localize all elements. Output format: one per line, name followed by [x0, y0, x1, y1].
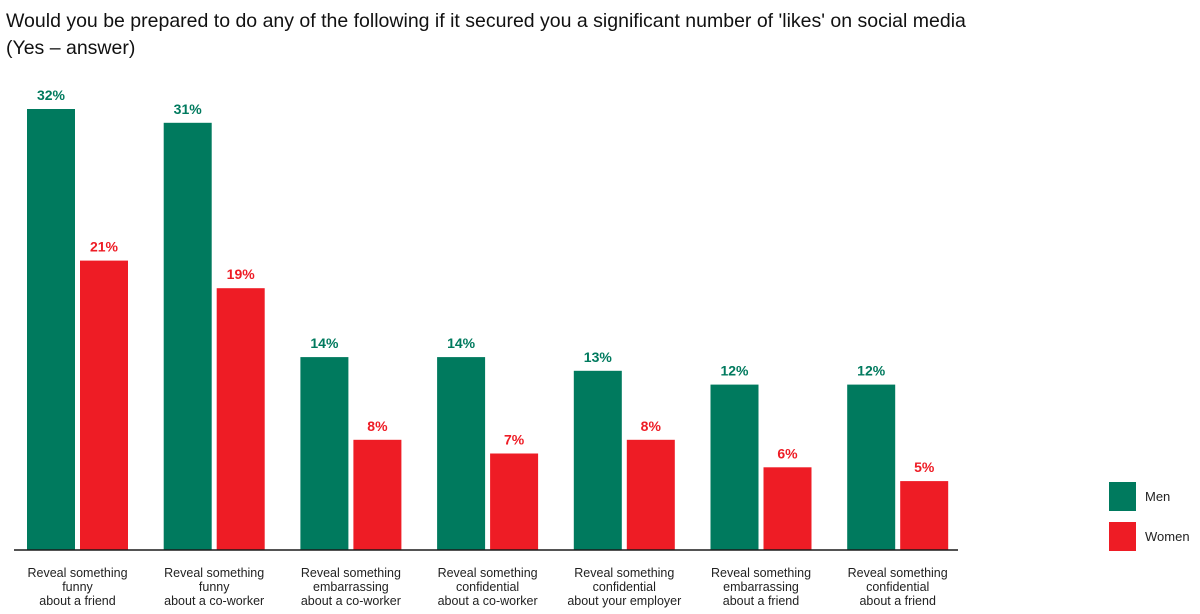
- category-label-4: Reveal something confidential about your e…: [567, 566, 681, 608]
- value-label-men-5: 12%: [720, 363, 749, 379]
- category-label-0: Reveal something funny about a friend: [27, 566, 127, 608]
- bar-men-3: [437, 357, 486, 550]
- bar-women-4: [626, 439, 675, 551]
- value-label-women-4: 8%: [641, 418, 662, 434]
- legend-label-men: Men: [1145, 489, 1170, 504]
- legend-swatch-men: [1109, 482, 1136, 511]
- value-label-men-1: 31%: [174, 101, 203, 117]
- value-label-men-0: 32%: [37, 87, 66, 103]
- value-label-men-4: 13%: [584, 349, 613, 365]
- bar-men-4: [573, 370, 622, 550]
- bar-men-2: [300, 357, 349, 550]
- bar-men-1: [163, 122, 212, 551]
- bar-women-3: [490, 453, 539, 550]
- category-label-6: Reveal something confidential about a frie…: [848, 566, 948, 608]
- value-label-women-5: 6%: [777, 445, 798, 461]
- value-label-women-2: 8%: [367, 418, 388, 434]
- category-labels-group: Reveal something funny about a friend Revea…: [27, 566, 947, 608]
- value-label-men-2: 14%: [310, 335, 339, 351]
- value-label-women-6: 5%: [914, 459, 935, 475]
- bar-men-0: [27, 109, 75, 550]
- value-label-women-3: 7%: [504, 432, 525, 448]
- value-labels-group: 32% 21% 31% 19% 14% 8% 14% 7% 13% 8% 12% 6% 12% 5%: [37, 87, 935, 475]
- legend-swatch-women: [1109, 522, 1136, 551]
- value-label-women-0: 21%: [90, 239, 119, 255]
- chart-title-text: Would you be prepared to do any of the f…: [6, 10, 966, 32]
- chart-title: Would you be prepared to do any of the f…: [6, 8, 1196, 62]
- bar-women-0: [80, 260, 128, 550]
- legend-label-women: Women: [1145, 529, 1190, 544]
- bar-men-6: [847, 384, 896, 550]
- category-label-1: Reveal something funny about a co-worker: [164, 566, 264, 608]
- category-label-5: Reveal something embarrassing about a frie…: [711, 566, 811, 608]
- category-label-2: Reveal something embarrassing about a co-w…: [301, 566, 401, 608]
- value-label-men-3: 14%: [447, 335, 476, 351]
- chart-subtitle-text: (Yes – answer): [6, 37, 136, 59]
- bar-women-2: [353, 439, 402, 551]
- bar-men-5: [710, 384, 759, 550]
- bar-women-6: [900, 481, 949, 550]
- value-label-men-6: 12%: [857, 363, 886, 379]
- bars-group: [27, 109, 949, 551]
- bar-women-5: [763, 467, 812, 550]
- value-label-women-1: 19%: [227, 266, 256, 282]
- category-label-3: Reveal something confidential about a co-w…: [438, 566, 538, 608]
- bar-women-1: [216, 288, 265, 550]
- legend: Men Women: [1109, 482, 1190, 551]
